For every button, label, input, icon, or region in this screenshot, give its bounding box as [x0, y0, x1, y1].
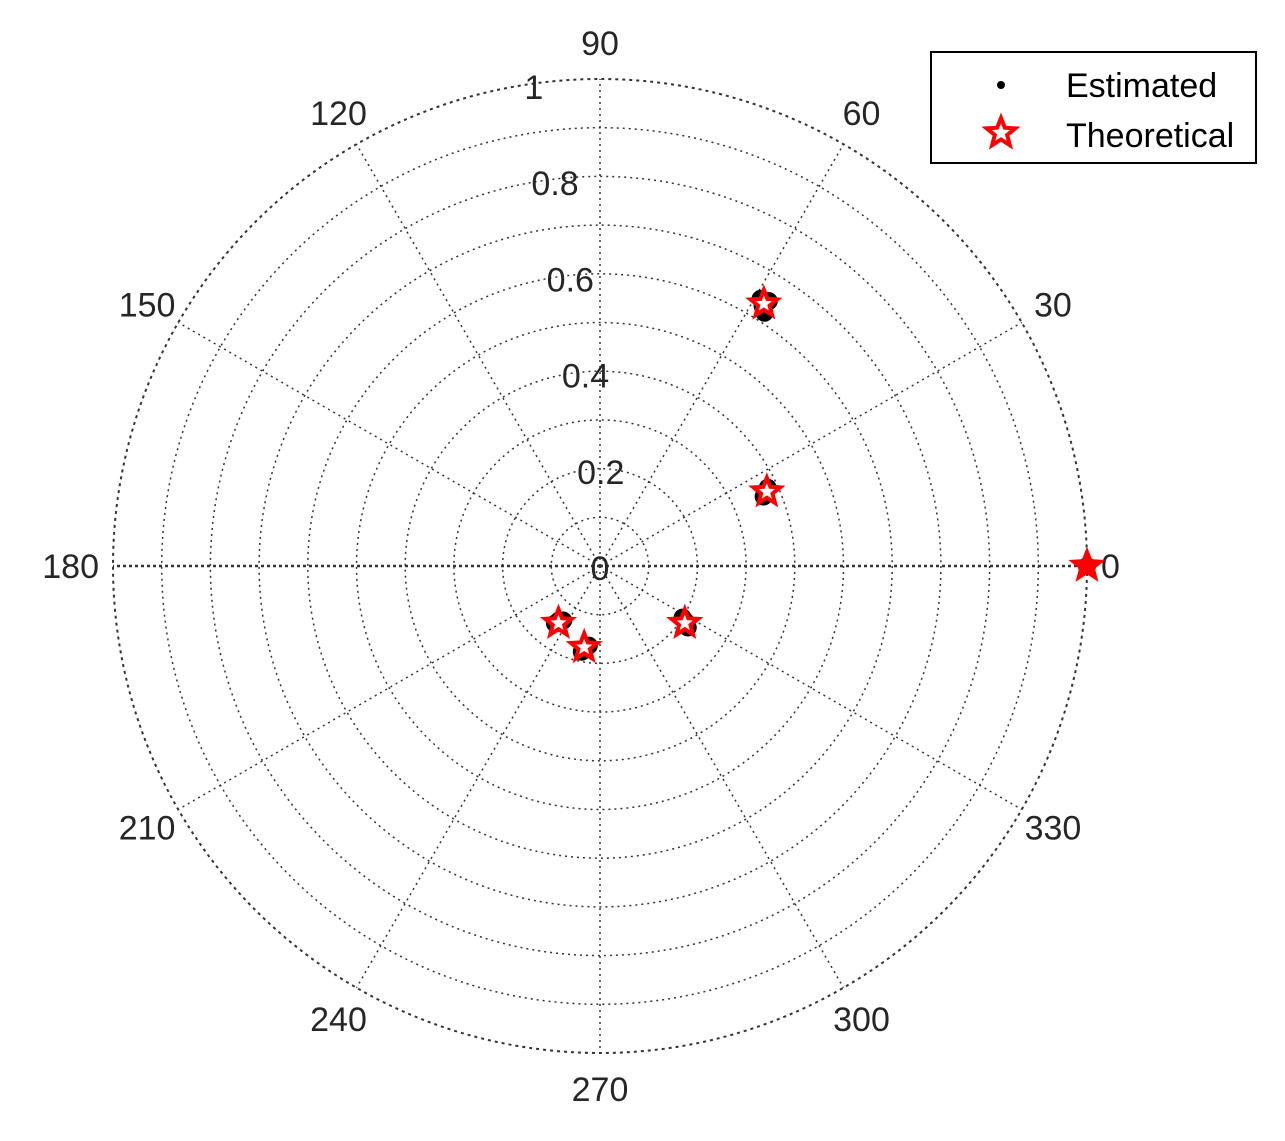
theoretical-point — [745, 284, 783, 320]
legend-label-estimated: Estimated — [1066, 67, 1217, 105]
grid-spoke — [177, 565, 601, 811]
angle-label-90: 90 — [581, 25, 619, 63]
grid-spoke — [599, 143, 845, 567]
legend-label-theoretical: Theoretical — [1066, 117, 1234, 155]
grid-spoke — [599, 565, 845, 989]
grid-ring — [355, 321, 845, 811]
legend-dot-marker — [997, 81, 1005, 89]
legend-item-estimated: Estimated — [997, 67, 1217, 105]
angle-label-0: 0 — [1101, 548, 1120, 586]
radial-label-0: 0 — [591, 550, 610, 588]
angle-label-150: 150 — [119, 287, 176, 325]
legend-item-theoretical: Theoretical — [981, 112, 1234, 155]
angle-label-210: 210 — [119, 810, 176, 848]
grid-ring — [258, 224, 942, 908]
legend-star-marker — [981, 112, 1021, 150]
grid-spoke — [177, 321, 601, 567]
theoretical-point — [748, 472, 786, 508]
angle-label-270: 270 — [572, 1071, 629, 1109]
grid-ring — [209, 175, 991, 957]
radial-label-0.6: 0.6 — [547, 261, 594, 299]
grid-ring — [307, 273, 893, 859]
radial-label-1: 1 — [524, 69, 543, 107]
radial-label-0.2: 0.2 — [577, 454, 624, 492]
data-markers — [539, 284, 1106, 664]
grid-spoke — [355, 143, 601, 567]
theoretical-point — [539, 603, 578, 639]
radial-label-0.8: 0.8 — [531, 165, 578, 203]
angle-label-180: 180 — [42, 548, 99, 586]
radial-label-0.4: 0.4 — [562, 358, 609, 396]
angle-label-300: 300 — [833, 1001, 890, 1039]
theoretical-point — [666, 603, 704, 640]
legend-box — [930, 51, 1257, 164]
angle-label-330: 330 — [1025, 810, 1082, 848]
axis-labels: 0 30 60 90 120 150 180 210 240 270 300 330 0 0.2 0.4 0.… — [42, 25, 1120, 1109]
theoretical-point — [565, 627, 603, 664]
angle-label-60: 60 — [843, 95, 881, 133]
angle-label-30: 30 — [1034, 287, 1072, 325]
grid-spoke — [599, 321, 1023, 567]
theoretical-point — [1068, 546, 1106, 582]
legend: Estimated Theoretical — [930, 51, 1257, 164]
angle-label-240: 240 — [310, 1001, 367, 1039]
angle-label-120: 120 — [310, 95, 367, 133]
